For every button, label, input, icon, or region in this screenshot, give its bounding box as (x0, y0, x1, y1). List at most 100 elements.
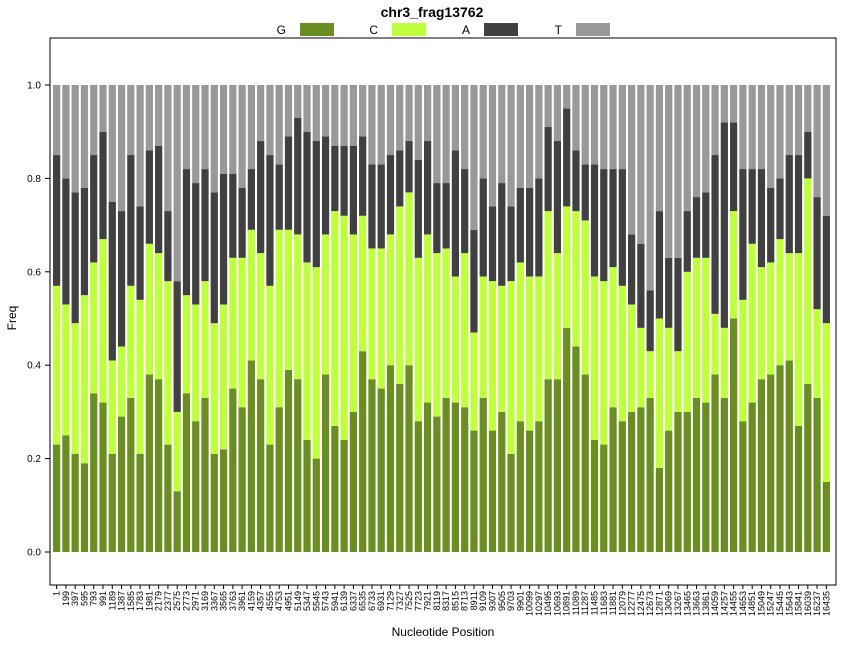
bar-G-9505 (498, 411, 506, 552)
bar-G-15049 (757, 379, 766, 552)
bar-C-13069 (665, 327, 673, 431)
bar-C-7723 (414, 257, 422, 422)
x-tick-label: 2773 (181, 591, 191, 611)
x-tick-label: 1189 (107, 591, 117, 610)
bar-A-15247 (767, 187, 775, 263)
bar-G-5941 (331, 425, 339, 552)
x-tick-label: 3367 (209, 591, 219, 611)
x-tick-label: 5743 (321, 591, 331, 611)
x-tick-label: 15049 (756, 591, 766, 616)
bar-C-12871 (655, 318, 664, 468)
bar-T-9109 (479, 85, 487, 179)
bar-A-7723 (414, 159, 422, 258)
bar-A-6337 (349, 145, 358, 235)
bar-T-1981 (145, 85, 153, 151)
bar-T-11089 (572, 85, 580, 151)
bar-A-1585 (127, 155, 135, 286)
bar-A-15049 (757, 169, 766, 268)
x-tick-label: 793 (89, 591, 99, 606)
x-tick-label: 10891 (562, 591, 572, 616)
bar-C-7129 (386, 234, 395, 366)
bar-C-11485 (590, 276, 599, 440)
bar-G-6733 (368, 379, 376, 552)
x-tick-label: 2971 (191, 591, 201, 611)
bar-C-13663 (692, 257, 701, 398)
bar-T-5347 (303, 85, 311, 132)
bar-T-2179 (155, 85, 163, 146)
x-tick-label: 10297 (534, 591, 544, 616)
x-tick-label: 16237 (812, 591, 822, 616)
bar-A-4951 (284, 136, 293, 230)
bar-T-5941 (331, 85, 339, 146)
bar-C-1387 (117, 346, 126, 417)
x-tick-label: 12673 (645, 591, 655, 616)
bar-A-15643 (785, 155, 793, 254)
bar-A-13465 (683, 211, 691, 272)
x-tick-label: 13069 (664, 591, 674, 616)
bar-C-10891 (563, 206, 571, 328)
bar-T-8515 (451, 85, 460, 151)
plot-frame (49, 37, 837, 586)
bar-C-6733 (368, 248, 376, 380)
bar-A-199 (62, 178, 70, 305)
bar-T-1387 (117, 85, 126, 212)
bar-T-11881 (609, 85, 617, 170)
x-tick-label: 11089 (571, 591, 581, 615)
bar-G-15841 (794, 425, 803, 552)
x-tick-label: 8911 (469, 591, 479, 610)
bar-T-14851 (748, 85, 756, 170)
bar-C-10099 (525, 276, 534, 431)
bar-T-5743 (321, 85, 330, 137)
bar-T-3763 (229, 85, 237, 174)
bar-A-793 (90, 155, 98, 263)
bar-G-11683 (600, 444, 608, 552)
bar-A-10297 (535, 178, 543, 277)
bar-C-13465 (683, 271, 691, 412)
bar-T-15247 (767, 85, 775, 188)
bar-G-1387 (117, 416, 126, 552)
bar-G-1189 (108, 453, 116, 552)
bar-C-15049 (757, 267, 766, 380)
bar-G-8911 (470, 430, 478, 552)
bar-T-4951 (284, 85, 293, 137)
bar-T-13267 (674, 85, 682, 258)
bar-T-14059 (711, 85, 719, 156)
x-tick-label: 10099 (525, 591, 535, 616)
bar-T-6931 (377, 85, 385, 165)
bar-T-16435 (822, 85, 830, 216)
bar-C-16237 (813, 309, 821, 398)
x-tick-label: 8317 (441, 591, 451, 611)
bar-C-2179 (155, 253, 163, 380)
bar-G-3169 (201, 397, 209, 552)
bar-G-6931 (377, 388, 385, 552)
bar-T-11683 (600, 85, 608, 170)
bar-C-12079 (618, 285, 626, 422)
x-tick-label: 12277 (627, 591, 637, 616)
bar-T-13465 (683, 85, 691, 212)
bar-T-8713 (461, 85, 469, 170)
x-tick-label: 1585 (126, 591, 136, 611)
bar-G-11089 (572, 346, 580, 552)
x-tick-label: 14059 (710, 591, 720, 616)
x-tick-label: 2179 (154, 591, 164, 611)
x-tick-label: 7525 (404, 591, 414, 611)
bar-C-991 (99, 239, 107, 403)
bar-C-1783 (136, 299, 144, 454)
bar-A-11287 (581, 164, 589, 221)
bar-T-1 (53, 85, 61, 156)
x-tick-label: 1981 (144, 591, 154, 611)
bar-A-16039 (804, 131, 812, 179)
bar-G-3763 (229, 388, 237, 552)
bar-G-5545 (312, 458, 320, 552)
bar-T-1585 (127, 85, 135, 156)
bar-T-2377 (164, 85, 172, 212)
legend-label-T: T (555, 23, 563, 37)
bar-C-4357 (257, 253, 265, 380)
bar-T-11485 (590, 85, 599, 165)
bar-T-2971 (192, 85, 200, 184)
bar-A-12079 (618, 169, 626, 286)
x-tick-label: 14455 (729, 591, 739, 616)
bar-A-12475 (637, 243, 645, 328)
bar-T-7723 (414, 85, 422, 160)
bar-A-6139 (340, 145, 348, 216)
